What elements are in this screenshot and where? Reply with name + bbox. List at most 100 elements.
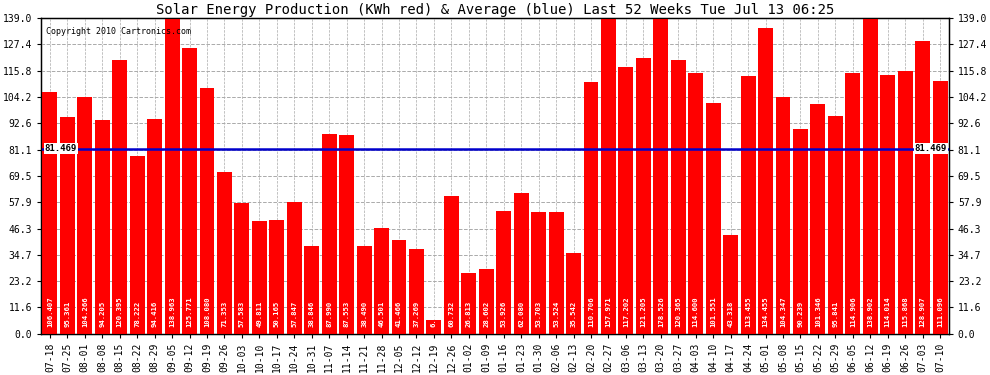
Text: 90.239: 90.239 [798, 301, 804, 327]
Text: 53.926: 53.926 [501, 301, 507, 327]
Text: 38.490: 38.490 [361, 301, 367, 327]
Text: 46.501: 46.501 [378, 301, 384, 327]
Text: 81.469: 81.469 [45, 144, 77, 153]
Bar [130, 156, 145, 334]
Bar [269, 220, 284, 334]
Text: 87.553: 87.553 [344, 301, 349, 327]
Bar [653, 0, 668, 334]
Text: 57.847: 57.847 [291, 301, 297, 327]
Text: 110.706: 110.706 [588, 296, 594, 327]
Text: 95.361: 95.361 [64, 301, 70, 327]
Bar [671, 60, 686, 334]
Text: 125.771: 125.771 [186, 296, 192, 327]
Text: 60.732: 60.732 [448, 301, 454, 327]
Bar [340, 135, 354, 334]
Bar [392, 240, 407, 334]
Text: 108.080: 108.080 [204, 296, 210, 327]
Bar [601, 0, 616, 334]
Text: 81.469: 81.469 [915, 144, 947, 153]
Text: 120.395: 120.395 [117, 296, 123, 327]
Bar [828, 116, 842, 334]
Bar [374, 228, 389, 334]
Bar [532, 212, 546, 334]
Text: 120.365: 120.365 [675, 296, 681, 327]
Text: 104.347: 104.347 [780, 296, 786, 327]
Text: 35.542: 35.542 [570, 301, 576, 327]
Bar [496, 211, 511, 334]
Bar [112, 60, 127, 334]
Bar [898, 70, 913, 334]
Text: 41.466: 41.466 [396, 301, 402, 327]
Text: 53.703: 53.703 [536, 301, 542, 327]
Bar [60, 117, 75, 334]
Text: 53.524: 53.524 [553, 301, 559, 327]
Bar [287, 202, 302, 334]
Text: 62.080: 62.080 [518, 301, 524, 327]
Text: 121.205: 121.205 [641, 296, 646, 327]
Bar [409, 249, 424, 334]
Bar [706, 103, 721, 334]
Text: 94.416: 94.416 [151, 301, 157, 327]
Text: 49.811: 49.811 [256, 301, 262, 327]
Text: 101.551: 101.551 [710, 296, 716, 327]
Bar [724, 236, 739, 334]
Bar [251, 220, 266, 334]
Bar [356, 246, 371, 334]
Text: 128.907: 128.907 [920, 296, 926, 327]
Text: 157.971: 157.971 [606, 296, 612, 327]
Text: 28.602: 28.602 [483, 301, 489, 327]
Text: 87.990: 87.990 [326, 301, 333, 327]
Title: Solar Energy Production (KWh red) & Average (blue) Last 52 Weeks Tue Jul 13 06:2: Solar Energy Production (KWh red) & Aver… [155, 3, 835, 17]
Bar [880, 75, 895, 334]
Bar [619, 68, 634, 334]
Bar [95, 120, 110, 334]
Text: 57.583: 57.583 [239, 301, 245, 327]
Bar [811, 104, 826, 334]
Bar [479, 269, 494, 334]
Bar [741, 76, 755, 334]
Text: 138.902: 138.902 [867, 296, 873, 327]
Bar [915, 41, 930, 334]
Text: 101.346: 101.346 [815, 296, 821, 327]
Text: 117.202: 117.202 [623, 296, 629, 327]
Text: 115.868: 115.868 [902, 296, 908, 327]
Bar [758, 28, 773, 334]
Text: 138.963: 138.963 [169, 296, 175, 327]
Text: 114.600: 114.600 [693, 296, 699, 327]
Bar [793, 129, 808, 334]
Bar [217, 172, 232, 334]
Text: 114.014: 114.014 [885, 296, 891, 327]
Text: 38.846: 38.846 [309, 301, 315, 327]
Text: Copyright 2010 Cartronics.com: Copyright 2010 Cartronics.com [46, 27, 191, 36]
Bar [863, 18, 878, 334]
Bar [148, 119, 162, 334]
Bar [636, 58, 650, 334]
Bar [304, 246, 319, 334]
Text: 114.906: 114.906 [849, 296, 855, 327]
Text: 71.353: 71.353 [222, 301, 228, 327]
Text: 50.165: 50.165 [274, 301, 280, 327]
Text: 134.455: 134.455 [762, 296, 768, 327]
Text: 95.841: 95.841 [833, 301, 839, 327]
Bar [845, 73, 860, 334]
Bar [164, 18, 179, 334]
Text: 94.205: 94.205 [99, 301, 105, 327]
Bar [77, 97, 92, 334]
Text: 178.526: 178.526 [657, 296, 664, 327]
Bar [548, 212, 563, 334]
Bar [566, 253, 581, 334]
Bar [688, 74, 703, 334]
Bar [583, 82, 598, 334]
Text: 111.096: 111.096 [938, 296, 943, 327]
Bar [43, 92, 57, 334]
Text: 106.407: 106.407 [47, 296, 52, 327]
Bar [775, 97, 790, 334]
Text: 78.222: 78.222 [135, 301, 141, 327]
Bar [461, 273, 476, 334]
Bar [235, 203, 249, 334]
Bar [514, 193, 529, 334]
Bar [933, 81, 947, 334]
Bar [322, 134, 337, 334]
Text: 104.266: 104.266 [82, 296, 88, 327]
Text: 26.813: 26.813 [466, 301, 472, 327]
